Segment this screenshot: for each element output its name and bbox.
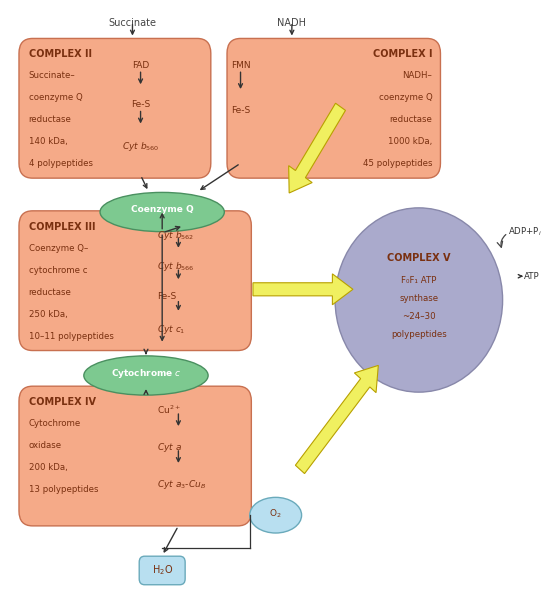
Text: COMPLEX V: COMPLEX V — [387, 253, 450, 263]
Text: FAD: FAD — [132, 61, 149, 70]
FancyArrow shape — [253, 274, 353, 305]
Text: H$_2$O: H$_2$O — [152, 563, 173, 577]
Text: O$_2$: O$_2$ — [269, 507, 282, 520]
FancyBboxPatch shape — [19, 211, 251, 350]
Text: Coenzyme Q–: Coenzyme Q– — [29, 244, 88, 253]
Text: COMPLEX III: COMPLEX III — [29, 221, 95, 232]
Text: coenzyme Q: coenzyme Q — [29, 93, 82, 102]
Text: 1000 kDa,: 1000 kDa, — [388, 137, 432, 146]
FancyBboxPatch shape — [19, 38, 211, 178]
Text: Cytochrome $c$: Cytochrome $c$ — [110, 367, 182, 380]
Text: reductase: reductase — [29, 115, 72, 124]
Text: Cyt $a$: Cyt $a$ — [157, 441, 182, 454]
Text: Cyt b$_{560}$: Cyt b$_{560}$ — [122, 140, 160, 152]
Text: NADH–: NADH– — [402, 71, 432, 80]
Text: cytochrome c: cytochrome c — [29, 266, 87, 275]
Text: 200 kDa,: 200 kDa, — [29, 463, 67, 472]
Text: Cu$^{2+}$: Cu$^{2+}$ — [157, 404, 181, 416]
Text: Succinate–: Succinate– — [29, 71, 76, 80]
Text: Succinate: Succinate — [108, 17, 156, 28]
Text: NADH: NADH — [277, 17, 306, 28]
Text: 4 polypeptides: 4 polypeptides — [29, 159, 93, 168]
Text: reductase: reductase — [390, 115, 432, 124]
FancyBboxPatch shape — [19, 386, 251, 526]
Text: ATP: ATP — [524, 272, 540, 281]
Text: Cyt $b_{566}$: Cyt $b_{566}$ — [157, 260, 194, 273]
Text: 140 kDa,: 140 kDa, — [29, 137, 67, 146]
Text: FMN: FMN — [231, 61, 251, 70]
Ellipse shape — [250, 497, 301, 533]
Text: Fe-S: Fe-S — [231, 106, 250, 115]
Text: Fe-S: Fe-S — [157, 292, 176, 301]
Text: 13 polypeptides: 13 polypeptides — [29, 485, 98, 494]
Text: Cytochrome: Cytochrome — [29, 419, 81, 428]
Ellipse shape — [100, 193, 224, 232]
Text: Cyt $a_3$-Cu$_B$: Cyt $a_3$-Cu$_B$ — [157, 478, 206, 491]
Text: 10–11 polypeptides: 10–11 polypeptides — [29, 332, 114, 341]
Text: reductase: reductase — [29, 287, 72, 296]
FancyArrow shape — [289, 103, 346, 193]
Text: COMPLEX II: COMPLEX II — [29, 49, 92, 59]
Ellipse shape — [84, 356, 208, 395]
Text: 45 polypeptides: 45 polypeptides — [363, 159, 432, 168]
FancyArrow shape — [295, 365, 378, 473]
Text: 250 kDa,: 250 kDa, — [29, 310, 67, 319]
Text: COMPLEX IV: COMPLEX IV — [29, 397, 95, 407]
Text: Cyt $b_{562}$: Cyt $b_{562}$ — [157, 229, 194, 242]
Circle shape — [335, 208, 503, 392]
Text: Coenzyme Q: Coenzyme Q — [131, 205, 194, 214]
Text: COMPLEX I: COMPLEX I — [373, 49, 432, 59]
Text: ADP+P$_i$: ADP+P$_i$ — [508, 226, 542, 238]
Text: synthase: synthase — [399, 295, 438, 304]
Text: Fe-S: Fe-S — [131, 100, 150, 109]
Text: coenzyme Q: coenzyme Q — [379, 93, 432, 102]
FancyBboxPatch shape — [227, 38, 440, 178]
Text: ~24–30: ~24–30 — [402, 312, 436, 321]
Text: F₀F₁ ATP: F₀F₁ ATP — [401, 277, 437, 286]
FancyBboxPatch shape — [139, 556, 185, 585]
Text: Cyt $c_1$: Cyt $c_1$ — [157, 323, 185, 336]
Text: polypeptides: polypeptides — [391, 330, 447, 339]
Text: oxidase: oxidase — [29, 441, 62, 450]
